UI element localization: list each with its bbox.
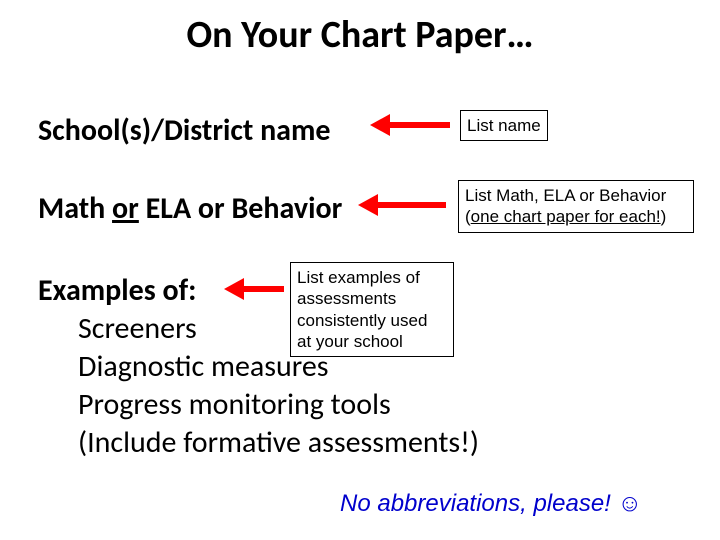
heading-examples: Examples of: xyxy=(38,272,196,309)
examples-line-screeners: Screeners xyxy=(78,310,197,347)
heading-subject-pre: Math xyxy=(38,190,112,227)
footer-text: No abbreviations, please! xyxy=(340,490,618,517)
smiley-icon: ☺ xyxy=(618,490,643,517)
examples-line-progress: Progress monitoring tools xyxy=(78,386,391,423)
examples-line-formative: (Include formative assessments!) xyxy=(78,424,479,461)
note-subject-l2-u: one chart paper for each! xyxy=(471,207,661,226)
note-examples-l1: List examples of xyxy=(297,267,447,288)
note-school: List name xyxy=(460,110,548,141)
arrow-school xyxy=(370,114,450,136)
note-subject-line1: List Math, ELA or Behavior xyxy=(465,185,687,206)
note-school-text: List name xyxy=(467,116,541,135)
heading-subject: Math or ELA or Behavior xyxy=(38,190,342,227)
heading-subject-post: ELA or Behavior xyxy=(139,190,342,227)
heading-subject-or: or xyxy=(112,190,139,227)
arrow-subject xyxy=(358,194,446,216)
slide-title: On Your Chart Paper… xyxy=(0,12,720,58)
arrow-examples xyxy=(224,278,284,300)
heading-school: School(s)/District name xyxy=(38,112,331,149)
note-subject: List Math, ELA or Behavior (one chart pa… xyxy=(458,180,694,233)
note-subject-l2-post: ) xyxy=(661,207,667,226)
note-examples-l3: consistently used xyxy=(297,310,447,331)
note-subject-line2: (one chart paper for each!) xyxy=(465,206,687,227)
footer-note: No abbreviations, please! ☺ xyxy=(340,490,642,518)
note-examples: List examples of assessments consistentl… xyxy=(290,262,454,357)
examples-line-diagnostic: Diagnostic measures xyxy=(78,348,328,385)
note-examples-l2: assessments xyxy=(297,288,447,309)
